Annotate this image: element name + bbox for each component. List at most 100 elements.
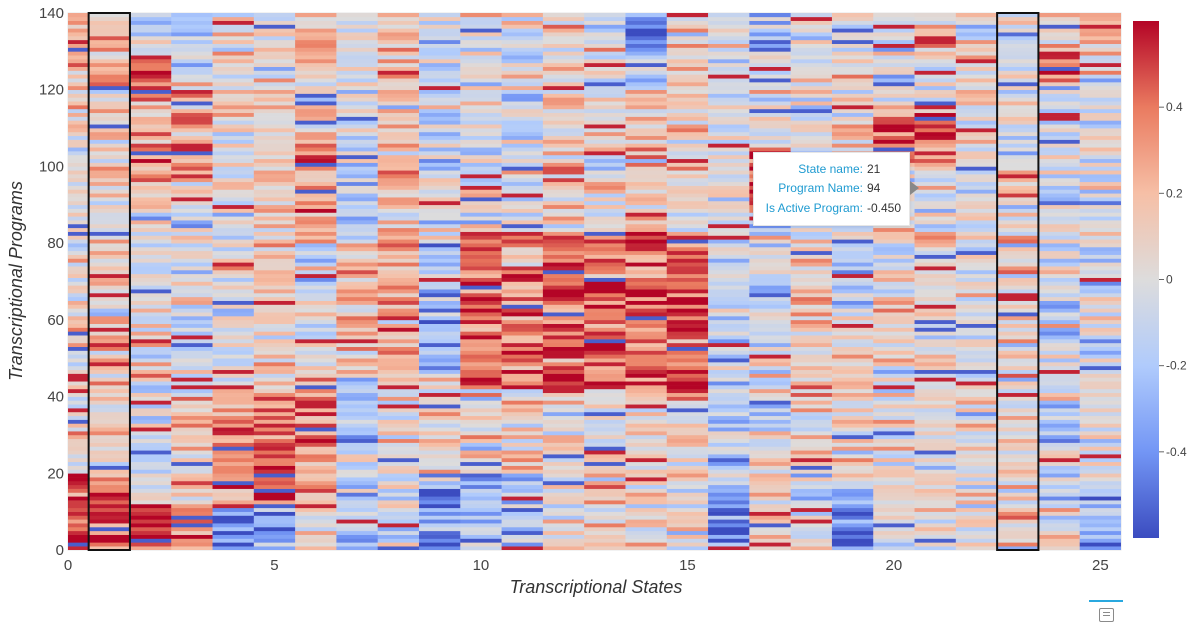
heatmap-cell[interactable] (171, 220, 213, 225)
heatmap-cell[interactable] (129, 47, 172, 52)
heatmap-cell[interactable] (336, 216, 379, 221)
heatmap-cell[interactable] (790, 254, 833, 259)
heatmap-cell[interactable] (708, 47, 750, 52)
heatmap-cell[interactable] (997, 36, 1039, 41)
heatmap-cell[interactable] (873, 243, 915, 248)
heatmap-cell[interactable] (749, 258, 792, 263)
heatmap-cell[interactable] (460, 411, 502, 417)
heatmap-cell[interactable] (88, 385, 131, 390)
heatmap-cell[interactable] (790, 342, 833, 348)
heatmap-cell[interactable] (501, 197, 544, 202)
heatmap-cell[interactable] (460, 20, 502, 25)
heatmap-cell[interactable] (955, 181, 998, 186)
heatmap-cell[interactable] (47, 500, 90, 505)
heatmap-cell[interactable] (542, 373, 585, 378)
heatmap-cell[interactable] (955, 36, 998, 41)
heatmap-cell[interactable] (831, 438, 874, 443)
heatmap-cell[interactable] (1079, 289, 1122, 294)
heatmap-cell[interactable] (790, 442, 833, 447)
heatmap-cell[interactable] (295, 24, 337, 29)
heatmap-cell[interactable] (666, 408, 709, 413)
heatmap-cell[interactable] (914, 239, 957, 244)
heatmap-cell[interactable] (666, 415, 709, 420)
heatmap-cell[interactable] (873, 235, 915, 240)
heatmap-cell[interactable] (1038, 197, 1081, 202)
heatmap-cell[interactable] (336, 515, 379, 520)
heatmap-cell[interactable] (129, 477, 172, 482)
heatmap-cell[interactable] (708, 431, 750, 436)
heatmap-cell[interactable] (790, 358, 833, 363)
heatmap-cell[interactable] (997, 13, 1039, 18)
heatmap-cell[interactable] (749, 116, 792, 121)
heatmap-cell[interactable] (336, 105, 379, 110)
heatmap-cell[interactable] (625, 362, 668, 367)
heatmap-cell[interactable] (666, 108, 709, 114)
heatmap-cell[interactable] (749, 312, 792, 317)
heatmap-cell[interactable] (253, 419, 296, 424)
heatmap-cell[interactable] (1079, 223, 1122, 229)
heatmap-cell[interactable] (997, 542, 1039, 547)
heatmap-cell[interactable] (1038, 500, 1081, 505)
heatmap-cell[interactable] (1079, 388, 1122, 394)
heatmap-cell[interactable] (212, 43, 255, 48)
heatmap-cell[interactable] (377, 135, 420, 140)
heatmap-cell[interactable] (997, 200, 1039, 206)
heatmap-cell[interactable] (708, 74, 750, 79)
heatmap-cell[interactable] (542, 120, 585, 125)
heatmap-cell[interactable] (336, 143, 379, 148)
heatmap-cell[interactable] (542, 300, 585, 305)
heatmap-cell[interactable] (419, 473, 461, 478)
heatmap-cell[interactable] (295, 269, 337, 275)
heatmap-cell[interactable] (47, 243, 90, 248)
heatmap-cell[interactable] (584, 235, 626, 240)
heatmap-cell[interactable] (1079, 93, 1122, 98)
heatmap-cell[interactable] (171, 139, 213, 144)
heatmap-cell[interactable] (253, 285, 296, 290)
heatmap-cell[interactable] (666, 312, 709, 317)
heatmap-cell[interactable] (253, 358, 296, 363)
heatmap-cell[interactable] (914, 243, 957, 248)
heatmap-cell[interactable] (666, 13, 709, 18)
heatmap-cell[interactable] (295, 296, 337, 301)
heatmap-cell[interactable] (336, 381, 379, 386)
heatmap-cell[interactable] (914, 28, 957, 33)
heatmap-cell[interactable] (1038, 457, 1081, 463)
heatmap-cell[interactable] (1079, 97, 1122, 102)
heatmap-cell[interactable] (419, 411, 461, 417)
heatmap-cell[interactable] (708, 28, 750, 33)
heatmap-cell[interactable] (1079, 212, 1122, 217)
heatmap-cell[interactable] (997, 530, 1039, 535)
heatmap-cell[interactable] (47, 82, 90, 87)
heatmap-cell[interactable] (790, 546, 833, 550)
heatmap-cell[interactable] (460, 358, 502, 363)
heatmap-cell[interactable] (584, 392, 626, 397)
heatmap-cell[interactable] (997, 55, 1039, 60)
heatmap-cell[interactable] (501, 62, 544, 67)
heatmap-cell[interactable] (1079, 431, 1122, 436)
heatmap-cell[interactable] (584, 212, 626, 217)
heatmap-cell[interactable] (749, 434, 792, 440)
heatmap-cell[interactable] (1079, 216, 1122, 221)
heatmap-cell[interactable] (212, 530, 255, 535)
heatmap-cell[interactable] (914, 500, 957, 505)
heatmap-cell[interactable] (831, 235, 874, 240)
heatmap-cell[interactable] (831, 392, 874, 397)
heatmap-cell[interactable] (914, 431, 957, 436)
heatmap-cell[interactable] (708, 362, 750, 367)
heatmap-cell[interactable] (295, 362, 337, 367)
heatmap-cell[interactable] (584, 231, 626, 236)
heatmap-cell[interactable] (873, 488, 915, 493)
heatmap-cell[interactable] (129, 316, 172, 321)
heatmap-cell[interactable] (336, 319, 379, 324)
heatmap-cell[interactable] (584, 200, 626, 206)
heatmap-cell[interactable] (584, 373, 626, 378)
heatmap-cell[interactable] (171, 377, 213, 382)
heatmap-cell[interactable] (831, 300, 874, 305)
heatmap-cell[interactable] (584, 208, 626, 213)
heatmap-cell[interactable] (419, 427, 461, 432)
heatmap-cell[interactable] (955, 530, 998, 535)
heatmap-cell[interactable] (914, 411, 957, 417)
heatmap-cell[interactable] (997, 139, 1039, 144)
heatmap-cell[interactable] (584, 51, 626, 56)
heatmap-cell[interactable] (749, 496, 792, 501)
